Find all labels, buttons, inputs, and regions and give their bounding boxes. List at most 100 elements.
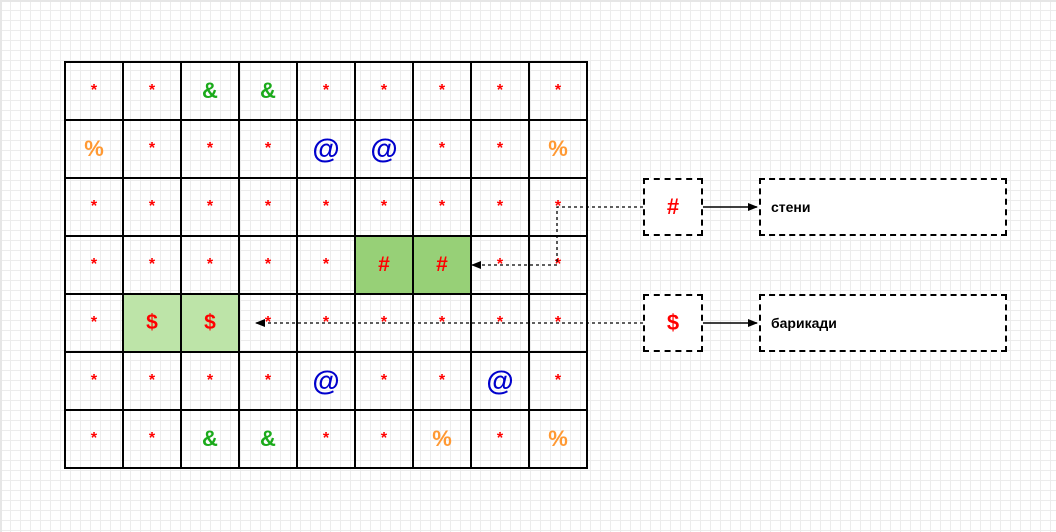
grid-cell[interactable]: * (298, 237, 356, 295)
grid-cell[interactable]: * (356, 411, 414, 469)
grid-cell[interactable]: * (356, 295, 414, 353)
legend-wall-symbol: # (666, 194, 680, 219)
grid-cell[interactable]: * (240, 353, 298, 411)
grid-cell[interactable]: * (66, 411, 124, 469)
cell-symbol-star: * (554, 198, 562, 215)
grid-cell[interactable]: * (124, 63, 182, 121)
cell-symbol-star: * (264, 372, 272, 389)
legend-barricade-symbol-box[interactable]: $ (643, 294, 703, 352)
grid-cell[interactable]: * (298, 63, 356, 121)
grid-cell[interactable]: % (414, 411, 472, 469)
cell-symbol-star: * (554, 82, 562, 99)
grid-cell[interactable]: * (530, 237, 588, 295)
grid-cell[interactable]: * (66, 295, 124, 353)
grid-cell[interactable]: * (124, 179, 182, 237)
grid-cell[interactable]: % (66, 121, 124, 179)
cell-symbol-star: * (438, 372, 446, 389)
cell-symbol-percent: % (84, 136, 104, 161)
grid-cell[interactable]: * (124, 411, 182, 469)
grid-cell[interactable]: * (240, 179, 298, 237)
grid-cell[interactable]: * (414, 353, 472, 411)
grid-cell[interactable]: & (182, 411, 240, 469)
grid-cell[interactable]: * (182, 237, 240, 295)
cell-symbol-star: * (322, 314, 330, 331)
grid-cell[interactable]: * (530, 353, 588, 411)
grid-cell[interactable]: @ (356, 121, 414, 179)
grid-cell[interactable]: % (530, 411, 588, 469)
legend-barricade-label-box[interactable]: барикади (759, 294, 1007, 352)
grid-cell[interactable]: * (414, 179, 472, 237)
grid-cell[interactable]: & (240, 411, 298, 469)
cell-symbol-star: * (322, 430, 330, 447)
grid-cell[interactable]: * (356, 179, 414, 237)
legend-wall-label-box[interactable]: стени (759, 178, 1007, 236)
grid-cell[interactable]: * (356, 63, 414, 121)
grid-cell[interactable]: * (124, 121, 182, 179)
grid-cell[interactable]: * (182, 121, 240, 179)
grid-cell[interactable]: * (414, 295, 472, 353)
cell-symbol-barricade: $ (146, 311, 158, 334)
cell-symbol-star: * (206, 256, 214, 273)
grid-cell[interactable]: * (124, 237, 182, 295)
legend-barricade-symbol: $ (666, 310, 680, 335)
cell-symbol-ampersand: & (202, 78, 218, 103)
grid-cell[interactable]: % (530, 121, 588, 179)
grid-cell[interactable]: * (240, 121, 298, 179)
grid-cell[interactable]: * (414, 63, 472, 121)
cell-symbol-percent: % (432, 426, 452, 451)
grid-cell[interactable]: * (298, 411, 356, 469)
legend-wall-symbol-box[interactable]: # (643, 178, 703, 236)
cell-symbol-star: * (264, 198, 272, 215)
cell-symbol-star: * (148, 140, 156, 157)
grid-cell[interactable]: * (182, 179, 240, 237)
grid-cell[interactable]: * (298, 295, 356, 353)
grid-cell[interactable]: * (182, 353, 240, 411)
cell-symbol-star: * (438, 314, 446, 331)
cell-symbol-star: * (148, 82, 156, 99)
cell-symbol-ampersand: & (260, 426, 276, 451)
grid-cell[interactable]: @ (472, 353, 530, 411)
cell-symbol-star: * (322, 82, 330, 99)
cell-symbol-star: * (206, 140, 214, 157)
cell-symbol-star: * (496, 198, 504, 215)
grid-cell[interactable]: * (124, 353, 182, 411)
grid-cell[interactable]: # (356, 237, 414, 295)
grid-cell[interactable]: & (240, 63, 298, 121)
grid-cell[interactable]: @ (298, 353, 356, 411)
legend-barricade-label: барикади (771, 315, 837, 331)
cell-symbol-star: * (264, 256, 272, 273)
grid-cell[interactable]: * (530, 63, 588, 121)
grid-cell[interactable]: * (414, 121, 472, 179)
cell-symbol-star: * (496, 82, 504, 99)
grid-cell[interactable]: # (414, 237, 472, 295)
grid-cell[interactable]: * (240, 295, 298, 353)
grid-cell[interactable]: * (356, 353, 414, 411)
grid-cell[interactable]: * (472, 295, 530, 353)
grid-cell[interactable]: * (472, 237, 530, 295)
grid-cell[interactable]: * (66, 179, 124, 237)
grid-cell[interactable]: * (472, 121, 530, 179)
cell-symbol-star: * (554, 372, 562, 389)
grid-cell[interactable]: * (66, 63, 124, 121)
grid-cell[interactable]: * (472, 411, 530, 469)
cell-symbol-star: * (322, 198, 330, 215)
grid-cell[interactable]: $ (182, 295, 240, 353)
cell-symbol-star: * (438, 198, 446, 215)
grid-cell[interactable]: $ (124, 295, 182, 353)
cell-symbol-star: * (90, 314, 98, 331)
grid-cell[interactable]: & (182, 63, 240, 121)
grid-cell[interactable]: * (472, 63, 530, 121)
grid-cell[interactable]: @ (298, 121, 356, 179)
grid-cell[interactable]: * (472, 179, 530, 237)
grid-cell[interactable]: * (66, 353, 124, 411)
grid-cell[interactable]: * (66, 237, 124, 295)
grid-cell[interactable]: * (530, 179, 588, 237)
grid-cell[interactable]: * (530, 295, 588, 353)
cell-symbol-star: * (90, 82, 98, 99)
cell-symbol-star: * (380, 82, 388, 99)
grid-cell[interactable]: * (298, 179, 356, 237)
cell-symbol-star: * (90, 198, 98, 215)
cell-symbol-star: * (554, 314, 562, 331)
cell-symbol-star: * (380, 314, 388, 331)
grid-cell[interactable]: * (240, 237, 298, 295)
